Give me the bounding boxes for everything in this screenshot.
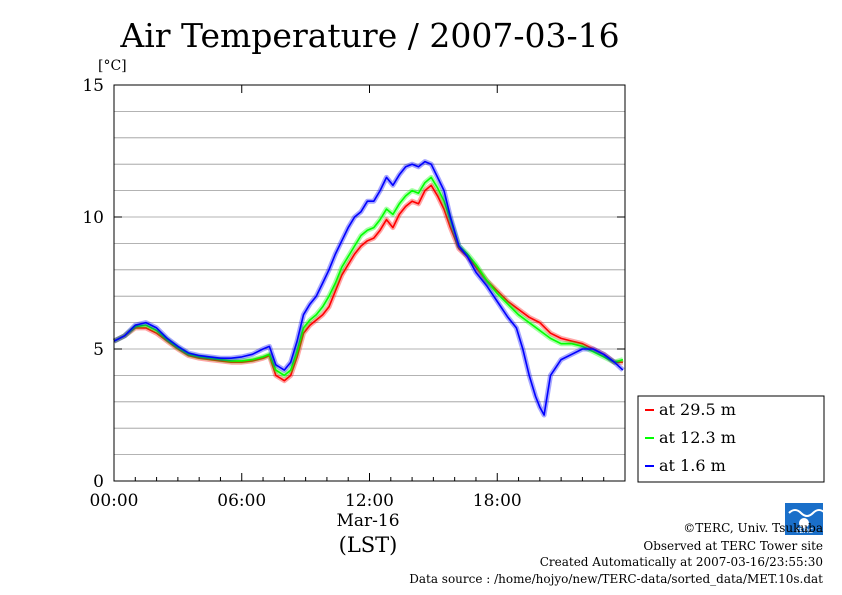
legend-label: at 12.3 m [659, 428, 736, 447]
x-tick-label: 18:00 [473, 491, 522, 511]
series-line [113, 160, 624, 416]
created-text: Created Automatically at 2007-03-16/23:5… [540, 555, 823, 569]
y-tick-label: 10 [82, 208, 104, 228]
data-source-text: Data source : /home/hojyo/new/TERC-data/… [409, 572, 823, 586]
x-tick-label: 12:00 [345, 491, 394, 511]
legend-label: at 1.6 m [659, 456, 726, 475]
y-tick-label: 5 [93, 340, 104, 360]
series-line [113, 176, 624, 377]
legend: at 29.5 m at 12.3 m at 1.6 m [637, 395, 825, 483]
plot-frame [113, 84, 626, 482]
axis-ticks: 0 5 10 15 00:00 06:00 12:00 18:00 [82, 76, 625, 511]
terc-logo: TERC [785, 503, 826, 535]
y-axis-unit: [°C] [98, 58, 127, 74]
x-axis-label: (LST) [339, 533, 398, 557]
logo-text: TERC [794, 527, 813, 535]
y-tick-label: 15 [82, 76, 104, 96]
copyright-text: ©TERC, Univ. Tsukuba [683, 521, 823, 535]
grid-lines [114, 111, 625, 456]
series-band [112, 174, 624, 378]
chart-title: Air Temperature / 2007-03-16 [119, 16, 619, 55]
x-tick-label: 00:00 [90, 491, 139, 511]
x-tick-label: 06:00 [217, 491, 266, 511]
x-axis-date-label: Mar-16 [336, 511, 399, 531]
legend-label: at 29.5 m [659, 400, 736, 419]
series-band [112, 159, 625, 418]
legend-box [637, 395, 825, 483]
y-tick-label: 0 [93, 472, 104, 492]
observed-text: Observed at TERC Tower site [643, 539, 823, 553]
series-line [113, 184, 623, 382]
series-lines [112, 159, 625, 418]
